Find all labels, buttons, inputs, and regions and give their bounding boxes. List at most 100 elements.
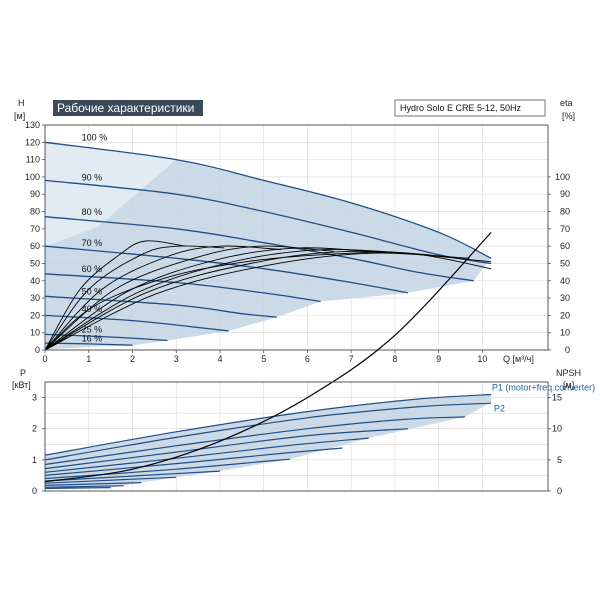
speed-curve-label: 60 % <box>82 264 103 274</box>
speed-curve-label: 80 % <box>82 207 103 217</box>
power-axis-ticks: 0 1 2 3 0 5 10 15 <box>32 393 562 496</box>
head-y-tick-label: 70 <box>30 224 40 234</box>
speed-curve-label: 90 % <box>82 172 103 182</box>
speed-curve-label: 70 % <box>82 238 103 248</box>
power-curve <box>44 416 465 466</box>
power-series-label: P1 (motor+freq.converter) <box>492 383 595 393</box>
efficiency-curve <box>44 251 492 351</box>
speed-curve <box>44 295 277 318</box>
head-y-tick-label: 0 <box>35 345 40 355</box>
power-y-tick-label: 1 <box>32 455 37 465</box>
title-box <box>53 100 203 116</box>
chart-title: Рабочие характеристики <box>57 101 194 115</box>
speed-curve-label: 40 % <box>82 304 103 314</box>
efficiency-curve <box>44 245 225 351</box>
power-curve <box>44 482 142 486</box>
head-y-tick-label: 90 <box>30 189 40 199</box>
npsh-line <box>44 232 492 483</box>
head-band-highlight <box>45 142 177 247</box>
power-curve <box>44 470 221 482</box>
npsh-curve <box>44 232 492 483</box>
power-y2-tick-label: 0 <box>557 486 562 496</box>
head-y2-tick-label: 90 <box>560 189 570 199</box>
power-y2-tick-label: 15 <box>552 393 562 403</box>
speed-curve <box>44 179 492 265</box>
head-x-tick-label: 9 <box>436 354 441 364</box>
head-y2-tick-label: 20 <box>560 310 570 320</box>
head-y2-tick-label: 60 <box>560 241 570 251</box>
head-x-tick-label: 1 <box>86 354 91 364</box>
efficiency-curve <box>44 245 282 351</box>
head-y-label-line1: H <box>18 98 25 108</box>
head-y-tick-label: 100 <box>25 172 40 182</box>
power-y-label-line1: P <box>20 368 26 378</box>
head-y-tick-label: 20 <box>30 310 40 320</box>
efficiency-curve <box>44 252 492 351</box>
power-y2-label-line1: NPSH <box>556 368 581 378</box>
head-y2-tick-label: 70 <box>560 224 570 234</box>
head-y2-tick-label: 100 <box>555 172 570 182</box>
power-y-tick-label: 2 <box>32 424 37 434</box>
head-x-tick-label: 5 <box>261 354 266 364</box>
head-x-tick-label: 6 <box>305 354 310 364</box>
speed-curve-labels: 100 % 90 % 80 % 70 % 60 % 50 % 40 % 25 %16 % <box>82 133 108 344</box>
head-y2-tick-label: 40 <box>560 276 570 286</box>
power-curve <box>44 428 409 470</box>
power-series-labels: P1 (motor+freq.converter) P2 <box>492 383 595 414</box>
power-curve <box>44 447 343 476</box>
head-x-tick-label: 3 <box>174 354 179 364</box>
head-y2-tick-label: 30 <box>560 293 570 303</box>
efficiency-curve <box>44 249 430 351</box>
head-y-tick-label: 50 <box>30 258 40 268</box>
power-y-tick-label: 0 <box>32 486 37 496</box>
model-name: Hydro Solo E CRE 5-12, 50Hz <box>400 103 522 113</box>
power-panel-frame <box>44 381 549 492</box>
power-y-tick-label: 3 <box>32 393 37 403</box>
power-curve <box>44 476 177 484</box>
speed-curve-label: 16 % <box>82 333 103 343</box>
efficiency-curve <box>44 240 186 351</box>
head-x-tick-label: 7 <box>349 354 354 364</box>
head-y-tick-label: 40 <box>30 276 40 286</box>
head-y2-label-line1: eta <box>560 98 573 108</box>
head-x-tick-label: 8 <box>392 354 397 364</box>
power-curve <box>44 393 492 456</box>
speed-curve <box>44 141 492 259</box>
head-y-tick-label: 110 <box>26 155 40 165</box>
power-series-label: P2 <box>494 404 505 414</box>
head-x-tick-label: 4 <box>217 354 222 364</box>
power-curve <box>44 458 290 480</box>
power-curve <box>44 487 111 490</box>
head-x-label: Q [м³/ч] <box>503 354 534 364</box>
head-y2-tick-label: 10 <box>560 328 570 338</box>
efficiency-curve <box>44 247 387 351</box>
head-y-tick-label: 30 <box>30 293 40 303</box>
head-panel-frame <box>44 124 549 351</box>
speed-curve <box>44 273 321 303</box>
power-curve <box>44 437 369 473</box>
head-y2-label-line2: [%] <box>562 111 575 121</box>
speed-curve-label: 50 % <box>82 287 103 297</box>
power-y2-tick-label: 10 <box>552 424 562 434</box>
head-y2-tick-label: 50 <box>560 258 570 268</box>
head-x-tick-label: 2 <box>130 354 135 364</box>
head-panel: 100 % 90 % 80 % 70 % 60 % 50 % 40 % 25 %16 % 0 1… <box>14 98 575 364</box>
power-curve <box>44 485 124 488</box>
power-curve <box>44 402 492 461</box>
head-x-tick-label: 0 <box>42 354 47 364</box>
model-box <box>394 99 546 117</box>
power-curves <box>44 393 492 490</box>
head-y-label-line2: [м] <box>14 111 25 121</box>
head-y-tick-label: 80 <box>30 207 40 217</box>
speed-curve-label: 100 % <box>82 133 108 143</box>
head-y2-tick-label: 0 <box>565 345 570 355</box>
head-y2-tick-label: 80 <box>560 207 570 217</box>
efficiency-curves <box>44 240 492 351</box>
head-y-tick-label: 10 <box>30 328 40 338</box>
head-axis-ticks: 0 1 2 3 4 5 6 7 8 9 100102030405060708090100110120… <box>25 120 570 364</box>
head-y-tick-label: 120 <box>25 137 40 147</box>
head-y-tick-label: 130 <box>25 120 40 130</box>
power-y2-tick-label: 5 <box>557 455 562 465</box>
head-y-tick-label: 60 <box>30 241 40 251</box>
